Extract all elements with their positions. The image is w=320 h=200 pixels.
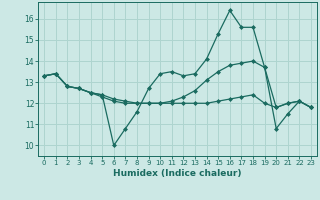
X-axis label: Humidex (Indice chaleur): Humidex (Indice chaleur) [113,169,242,178]
